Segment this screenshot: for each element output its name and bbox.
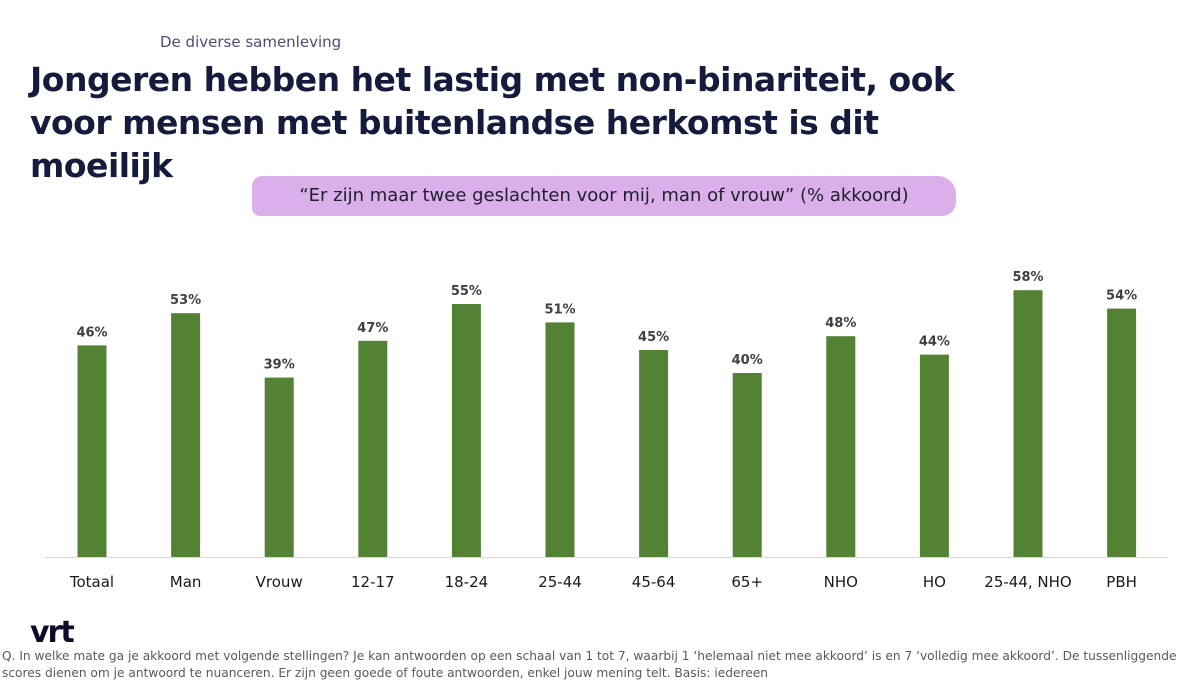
- category-label: Totaal: [69, 573, 114, 591]
- bar-25-44-nho: [1013, 290, 1043, 557]
- bar-man: [171, 313, 201, 557]
- category-label: 65+: [731, 573, 763, 591]
- bar-12-17: [358, 340, 388, 557]
- data-label: 39%: [264, 358, 295, 373]
- data-label: 45%: [638, 330, 669, 345]
- section-kicker: De diverse samenleving: [160, 33, 342, 51]
- data-label: 53%: [170, 293, 201, 308]
- bar-65-: [732, 373, 762, 557]
- bar-pbh: [1107, 308, 1137, 557]
- data-label: 51%: [544, 302, 575, 317]
- bar-totaal: [77, 345, 107, 557]
- data-label: 55%: [451, 284, 482, 299]
- bar-18-24: [451, 304, 481, 557]
- category-label: HO: [923, 573, 946, 591]
- category-label: 25-44, NHO: [984, 573, 1071, 591]
- category-label: Vrouw: [256, 573, 303, 591]
- category-label: 45-64: [632, 573, 676, 591]
- bar-25-44: [545, 322, 575, 557]
- category-label: 12-17: [351, 573, 395, 591]
- page-title: Jongeren hebben het lastig met non-binar…: [30, 60, 955, 185]
- bar-ho: [919, 354, 949, 557]
- data-label: 58%: [1012, 270, 1043, 285]
- category-label: Man: [170, 573, 202, 591]
- footnote: Q. In welke mate ga je akkoord met volge…: [2, 649, 1177, 680]
- bar-chart: 46% Totaal 53% Man 39% Vrouw 47% 12-17 55% 18-24 5…: [45, 270, 1168, 591]
- vrt-logo: vrt: [30, 615, 75, 650]
- data-label: 46%: [76, 325, 107, 340]
- data-label: 48%: [825, 316, 856, 331]
- data-label: 47%: [357, 321, 388, 336]
- category-label: 18-24: [445, 573, 489, 591]
- data-label: 44%: [919, 335, 950, 350]
- data-label: 40%: [732, 353, 763, 368]
- category-label: NHO: [824, 573, 858, 591]
- bar-nho: [826, 336, 856, 557]
- category-label: PBH: [1106, 573, 1137, 591]
- chart-subtitle: “Er zijn maar twee geslachten voor mij, …: [299, 185, 909, 206]
- bar-vrouw: [264, 377, 294, 557]
- category-label: 25-44: [538, 573, 582, 591]
- subtitle-highlight: [252, 176, 956, 216]
- data-label: 54%: [1106, 289, 1137, 304]
- bar-45-64: [639, 350, 669, 557]
